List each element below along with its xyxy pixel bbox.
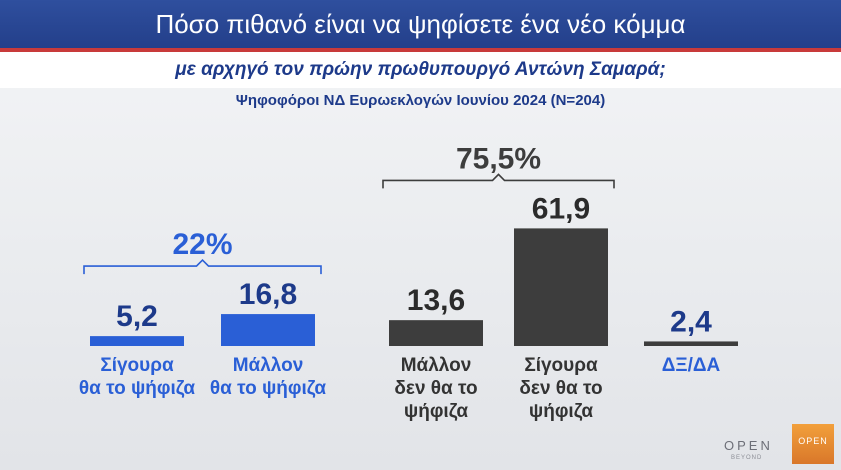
- subtitle-bar: με αρχηγό τον πρώην πρωθυπουργό Αντώνη Σ…: [0, 52, 841, 88]
- open-beyond-tagline: BEYOND: [731, 455, 763, 461]
- bar-2: [389, 320, 483, 346]
- value-label-2: 13,6: [407, 284, 465, 317]
- category-label-0: Σίγουρα θα το ψήφιζα: [67, 354, 207, 400]
- group-bracket-1: [382, 173, 615, 189]
- category-label-2: Μάλλον δεν θα το ψήφιζα: [366, 354, 506, 423]
- category-label-line: ψήφιζα: [403, 401, 469, 422]
- group-total-label-1: 75,5%: [456, 142, 541, 175]
- category-label-line: ψήφιζα: [528, 401, 594, 422]
- category-label-line: δεν θα το: [394, 378, 478, 399]
- bar-4: [644, 341, 738, 346]
- category-label-line: ΔΞ/ΔΑ: [661, 355, 721, 376]
- category-label-line: Μάλλον: [232, 355, 304, 376]
- open-logo: OPEN: [724, 438, 773, 453]
- category-label-3: Σίγουρα δεν θα το ψήφιζα: [491, 354, 631, 423]
- sample-description: Ψηφοφόροι ΝΔ Ευρωεκλογών Ιουνίου 2024 (N…: [235, 92, 606, 109]
- category-label-4: ΔΞ/ΔΑ: [621, 354, 761, 377]
- value-label-4: 2,4: [670, 305, 712, 338]
- group-total-label-0: 22%: [172, 228, 232, 261]
- value-label-0: 5,2: [116, 300, 158, 333]
- bar-0: [90, 336, 184, 346]
- value-label-1: 16,8: [239, 278, 297, 311]
- category-label-line: Σίγουρα: [100, 355, 174, 376]
- group-bracket-0: [83, 258, 322, 275]
- channel-logo-box: OPEN: [792, 424, 834, 464]
- category-label-line: δεν θα το: [519, 378, 603, 399]
- category-label-line: Σίγουρα: [524, 355, 598, 376]
- chart-title: Πόσο πιθανό είναι να ψηφίσετε ένα νέο κό…: [155, 9, 686, 39]
- title-bar: Πόσο πιθανό είναι να ψηφίσετε ένα νέο κό…: [0, 0, 841, 52]
- category-label-line: θα το ψήφιζα: [209, 378, 327, 399]
- chart-subtitle: με αρχηγό τον πρώην πρωθυπουργό Αντώνη Σ…: [175, 59, 666, 80]
- channel-logo-text: OPEN: [798, 436, 828, 446]
- value-label-3: 61,9: [532, 192, 590, 225]
- bar-1: [221, 314, 315, 346]
- category-label-1: Μάλλον θα το ψήφιζα: [198, 354, 338, 400]
- bar-3: [514, 228, 608, 346]
- category-label-line: θα το ψήφιζα: [78, 378, 196, 399]
- category-label-line: Μάλλον: [400, 355, 472, 376]
